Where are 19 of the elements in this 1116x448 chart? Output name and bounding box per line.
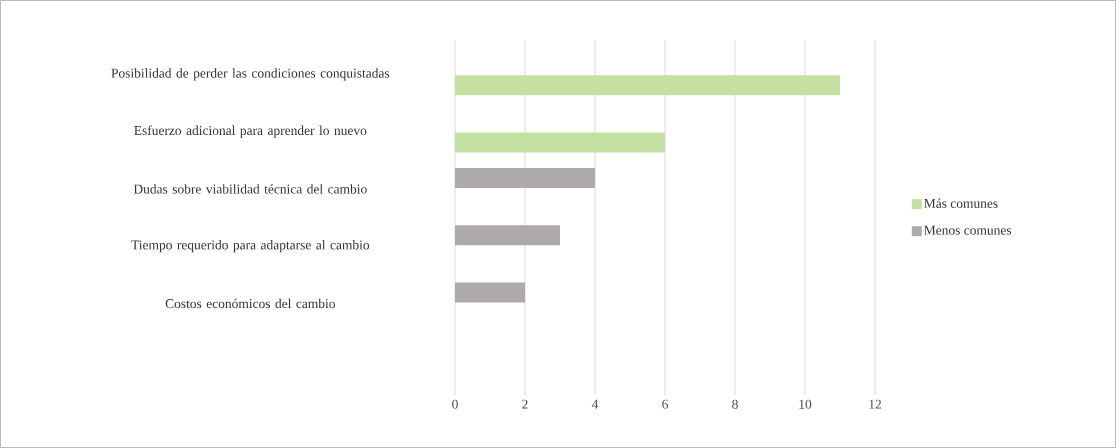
y-tick-label: Dudas sobre viabilidad técnica del cambio	[133, 184, 367, 194]
y-tick-label: Posibilidad de perder las condiciones conquistadas	[111, 68, 390, 81]
y-tick-label: Costos económicos del cambio	[165, 298, 335, 309]
y-tick-label: Esfuerzo adicional para aprender lo nuevo	[134, 125, 367, 138]
bar	[455, 75, 840, 96]
x-tick-label: 6	[662, 399, 668, 409]
bar	[455, 132, 665, 153]
x-tick-label: 10	[799, 399, 812, 409]
x-tick-label: 0	[452, 399, 458, 409]
bar	[455, 225, 560, 246]
x-tick-label: 2	[522, 399, 528, 409]
bar	[455, 282, 525, 303]
x-tick-label: 8	[732, 399, 738, 409]
y-tick-label: Tiempo requerido para adaptarse al cambio	[131, 240, 370, 253]
bar	[455, 167, 595, 188]
legend-label: Menos comunes	[924, 225, 1012, 235]
x-tick-label: 4	[591, 399, 599, 409]
x-tick-label: 12	[869, 399, 881, 409]
legend-label: Más comunes	[924, 198, 998, 208]
